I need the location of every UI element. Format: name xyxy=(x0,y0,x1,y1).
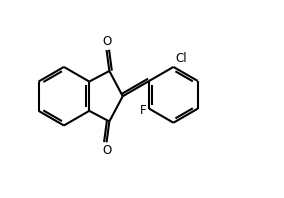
Text: F: F xyxy=(140,104,147,117)
Text: Cl: Cl xyxy=(176,52,187,65)
Text: O: O xyxy=(102,144,111,157)
Text: O: O xyxy=(102,35,111,48)
